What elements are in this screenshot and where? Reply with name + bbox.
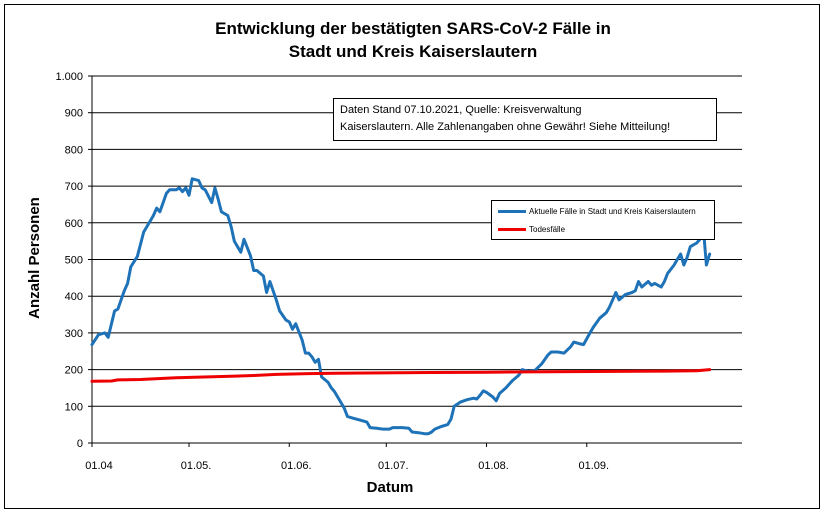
x-tick-label: 01.06. xyxy=(281,460,312,472)
chart-title-line-2: Stadt und Kreis Kaiserslautern xyxy=(288,42,538,61)
x-tick-label: 01.07. xyxy=(378,460,409,472)
legend-swatch-deaths xyxy=(498,227,526,231)
y-tick-label: 400 xyxy=(65,291,83,303)
x-axis-label: Datum xyxy=(367,479,414,496)
y-tick-label: 500 xyxy=(65,255,83,267)
y-axis-label: Anzahl Personen xyxy=(26,197,43,319)
chart-title: Entwicklung der bestätigten SARS-CoV-2 F… xyxy=(0,17,826,63)
legend-swatch-active-cases xyxy=(498,209,526,213)
data-source-note: Daten Stand 07.10.2021, Quelle: Kreisver… xyxy=(333,98,717,141)
y-tick-label: 300 xyxy=(65,328,83,340)
y-tick-label: 200 xyxy=(65,365,83,377)
legend-label-deaths: Todesfälle xyxy=(529,224,566,234)
y-tick-label: 700 xyxy=(65,181,83,193)
active-cases-line xyxy=(90,177,712,436)
y-tick-labels: 0 100 200 300 400 500 600 700 800 900 1.000 xyxy=(55,71,83,450)
y-tick-label: 1.000 xyxy=(55,71,83,83)
x-tick-labels: 01.04 01.05. 01.06. 01.07. 01.08. 01.09. xyxy=(85,460,609,472)
y-tick-label: 800 xyxy=(65,144,83,156)
note-line-1: Daten Stand 07.10.2021, Quelle: Kreisver… xyxy=(340,104,582,116)
x-tick-label: 01.08. xyxy=(478,460,509,472)
x-tick-label: 01.04 xyxy=(85,460,113,472)
y-tick-label: 0 xyxy=(77,438,83,450)
legend-item-active-cases: Aktuelle Fälle in Stadt und Kreis Kaiser… xyxy=(498,205,696,217)
legend: Aktuelle Fälle in Stadt und Kreis Kaiser… xyxy=(491,200,715,240)
legend-label-active-cases: Aktuelle Fälle in Stadt und Kreis Kaiser… xyxy=(529,206,696,216)
chart-title-line-1: Entwicklung der bestätigten SARS-CoV-2 F… xyxy=(215,19,611,38)
series-lines xyxy=(90,177,712,436)
x-tick-label: 01.05. xyxy=(181,460,212,472)
chart-frame xyxy=(4,4,820,509)
y-tick-label: 100 xyxy=(65,401,83,413)
deaths-line xyxy=(90,368,712,383)
note-line-2: Kaiserslautern. Alle Zahlenangaben ohne … xyxy=(340,121,671,133)
x-tick-label: 01.09. xyxy=(578,460,609,472)
legend-item-deaths: Todesfälle xyxy=(498,223,565,235)
y-tick-label: 600 xyxy=(65,218,83,230)
y-tick-label: 900 xyxy=(65,108,83,120)
